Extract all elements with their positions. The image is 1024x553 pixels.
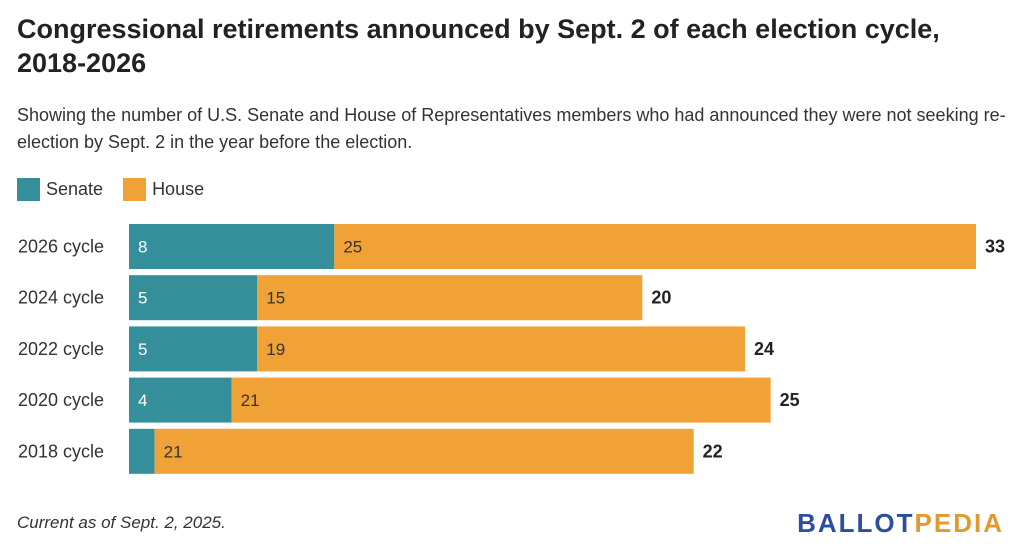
legend: Senate House: [17, 178, 224, 201]
legend-label-senate: Senate: [46, 179, 104, 199]
data-label-house-2018-cycle: 21: [164, 442, 183, 461]
bar-senate-2022-cycle: [129, 326, 258, 372]
bar-house-2026-cycle: [334, 224, 976, 269]
bar-chart: 2026 cycle 8 25 33 2024 cycle 5 15 20 2022 cycle…: [18, 224, 1005, 474]
data-label-senate-2024-cycle: 5: [138, 289, 147, 308]
ballotpedia-logo: BALLOTPEDIA: [797, 508, 1004, 539]
logo-part-pedia: PEDIA: [914, 508, 1004, 538]
total-label-2024-cycle: 20: [651, 288, 671, 308]
data-label-senate-2022-cycle: 5: [138, 340, 147, 359]
legend-item-house: House: [123, 178, 204, 201]
bar-senate-2018-cycle: [129, 428, 155, 474]
category-label-2026-cycle: 2026 cycle: [18, 237, 104, 257]
total-label-2026-cycle: 33: [985, 237, 1005, 257]
footnote: Current as of Sept. 2, 2025.: [17, 513, 226, 532]
bar-house-2018-cycle: [154, 428, 694, 474]
legend-label-house: House: [152, 179, 205, 199]
data-label-house-2026-cycle: 25: [343, 238, 362, 257]
data-label-house-2024-cycle: 15: [266, 289, 285, 308]
bar-house-2024-cycle: [257, 275, 643, 321]
data-label-house-2022-cycle: 19: [266, 340, 285, 359]
total-label-2018-cycle: 22: [703, 441, 723, 461]
data-label-senate-2020-cycle: 4: [138, 391, 147, 410]
total-label-2022-cycle: 24: [754, 339, 774, 359]
data-label-house-2020-cycle: 21: [241, 391, 260, 410]
legend-swatch-house: [123, 178, 147, 201]
chart-title: Congressional retirements announced by S…: [17, 14, 940, 78]
category-label-2018-cycle: 2018 cycle: [18, 441, 104, 461]
legend-item-senate: Senate: [17, 178, 103, 201]
category-label-2022-cycle: 2022 cycle: [18, 339, 104, 359]
category-label-2024-cycle: 2024 cycle: [18, 288, 104, 308]
bar-senate-2026-cycle: [129, 224, 335, 269]
logo-part-ballot: BALLOT: [797, 508, 915, 538]
category-label-2020-cycle: 2020 cycle: [18, 390, 104, 410]
data-label-senate-2026-cycle: 8: [138, 238, 147, 257]
bar-senate-2024-cycle: [129, 275, 258, 321]
bar-house-2020-cycle: [231, 377, 771, 423]
total-label-2020-cycle: 25: [780, 390, 800, 410]
bar-senate-2020-cycle: [129, 377, 232, 423]
bar-house-2022-cycle: [257, 326, 745, 372]
chart-subtitle: Showing the number of U.S. Senate and Ho…: [17, 105, 1006, 152]
legend-swatch-senate: [17, 178, 40, 201]
